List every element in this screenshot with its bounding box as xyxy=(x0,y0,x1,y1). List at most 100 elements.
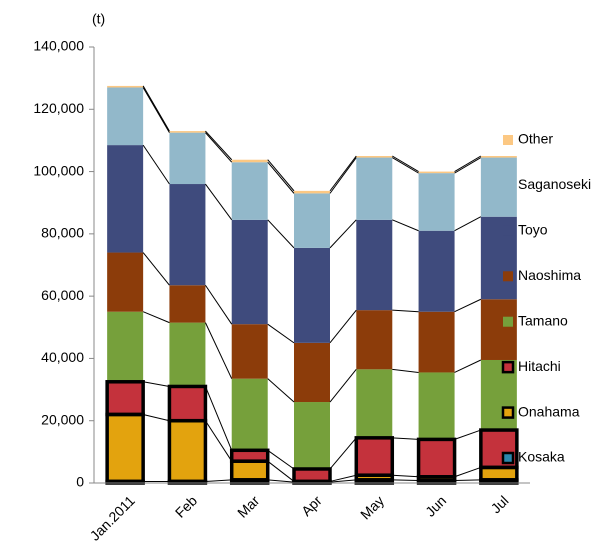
segment-outline xyxy=(167,384,208,423)
connector xyxy=(205,132,233,163)
connector xyxy=(267,479,295,483)
connector xyxy=(329,219,357,249)
legend-swatch xyxy=(503,316,513,327)
legend-swatch xyxy=(503,135,513,145)
bar-segment xyxy=(480,467,517,480)
connector xyxy=(205,130,233,161)
connector xyxy=(142,87,170,133)
connector xyxy=(454,466,482,478)
bar-segment xyxy=(418,311,455,373)
connector xyxy=(392,368,419,373)
legend-swatch xyxy=(503,180,513,191)
legend-label: Other xyxy=(518,131,553,147)
connector xyxy=(454,479,481,482)
bar-segment xyxy=(231,162,268,220)
bar-segment xyxy=(356,310,393,370)
connector xyxy=(329,474,357,482)
bar-segment xyxy=(294,342,330,403)
y-tick-label: 20,000 xyxy=(41,411,84,427)
connector xyxy=(142,144,170,185)
y-unit-label: (t) xyxy=(92,11,105,27)
bar-segment xyxy=(107,85,144,88)
connector xyxy=(392,157,419,174)
connector xyxy=(267,378,295,403)
y-tick-label: 60,000 xyxy=(41,287,84,303)
x-tick-label: May xyxy=(357,492,387,522)
bar-segment xyxy=(169,132,206,185)
connector xyxy=(205,183,233,221)
connector xyxy=(267,161,295,194)
connector xyxy=(267,159,295,192)
bar-segment xyxy=(294,193,330,248)
bar-segment xyxy=(418,171,455,174)
y-tick-label: 80,000 xyxy=(41,225,84,241)
connector xyxy=(267,219,295,249)
legend-swatch xyxy=(503,225,513,236)
bar-segment xyxy=(356,437,393,476)
bar-segment xyxy=(418,173,455,231)
segment-outline xyxy=(354,436,395,477)
bar-segment xyxy=(169,131,206,133)
y-tick-label: 40,000 xyxy=(41,349,84,365)
connector xyxy=(204,386,233,451)
connector xyxy=(329,155,357,192)
connector xyxy=(454,429,482,440)
y-tick-label: 120,000 xyxy=(33,100,84,116)
connector xyxy=(267,460,295,482)
connector xyxy=(205,420,233,462)
bar-segment xyxy=(418,372,455,440)
legend-swatch xyxy=(503,271,513,282)
connector xyxy=(392,155,419,173)
legend-swatch xyxy=(501,451,515,465)
legend-label: Tamano xyxy=(518,312,568,328)
connector xyxy=(454,155,482,173)
connector xyxy=(267,449,295,470)
connector xyxy=(329,437,357,470)
bar-segment xyxy=(107,311,144,382)
bar-segment xyxy=(169,184,206,286)
bar-segment xyxy=(418,230,455,312)
connector xyxy=(143,381,170,387)
segment-outline xyxy=(479,428,519,470)
bar-segment xyxy=(480,299,517,360)
bar-segment xyxy=(294,247,330,343)
connector xyxy=(267,323,295,344)
segment-outline xyxy=(229,448,270,463)
legend-swatch xyxy=(501,406,515,419)
bar-segment xyxy=(107,145,144,253)
connector xyxy=(454,359,482,373)
connector xyxy=(392,479,419,482)
bar-segment xyxy=(231,159,268,163)
connector xyxy=(454,157,482,174)
bar-segment xyxy=(356,156,393,158)
bar-segment xyxy=(294,190,330,194)
connector xyxy=(205,479,232,482)
connector xyxy=(205,284,233,325)
connector xyxy=(329,369,357,403)
bar-segment xyxy=(294,402,330,469)
x-tick-label: Apr xyxy=(298,492,325,519)
connector xyxy=(392,474,419,478)
bar-segment xyxy=(169,322,206,387)
bar-segment xyxy=(169,420,206,482)
connector xyxy=(204,322,233,379)
connector xyxy=(142,311,170,324)
y-tick-label: 140,000 xyxy=(33,38,84,54)
bar-segment xyxy=(231,378,268,451)
x-tick-label: Jan.2011 xyxy=(87,492,138,543)
connector xyxy=(392,219,419,232)
legend-label: Toyo xyxy=(518,222,548,238)
segment-outline xyxy=(292,467,332,484)
connector xyxy=(392,437,419,440)
connector xyxy=(142,85,170,132)
bar-segment xyxy=(356,369,393,438)
bar-segment xyxy=(418,476,455,481)
legend-label: Kosaka xyxy=(518,449,565,465)
y-tick-label: 100,000 xyxy=(33,162,84,178)
bar-segment xyxy=(356,475,393,480)
legend-label: Onahama xyxy=(518,403,580,419)
legend-label: Naoshima xyxy=(518,267,581,283)
bar-segment xyxy=(107,87,144,146)
connector xyxy=(329,309,357,344)
